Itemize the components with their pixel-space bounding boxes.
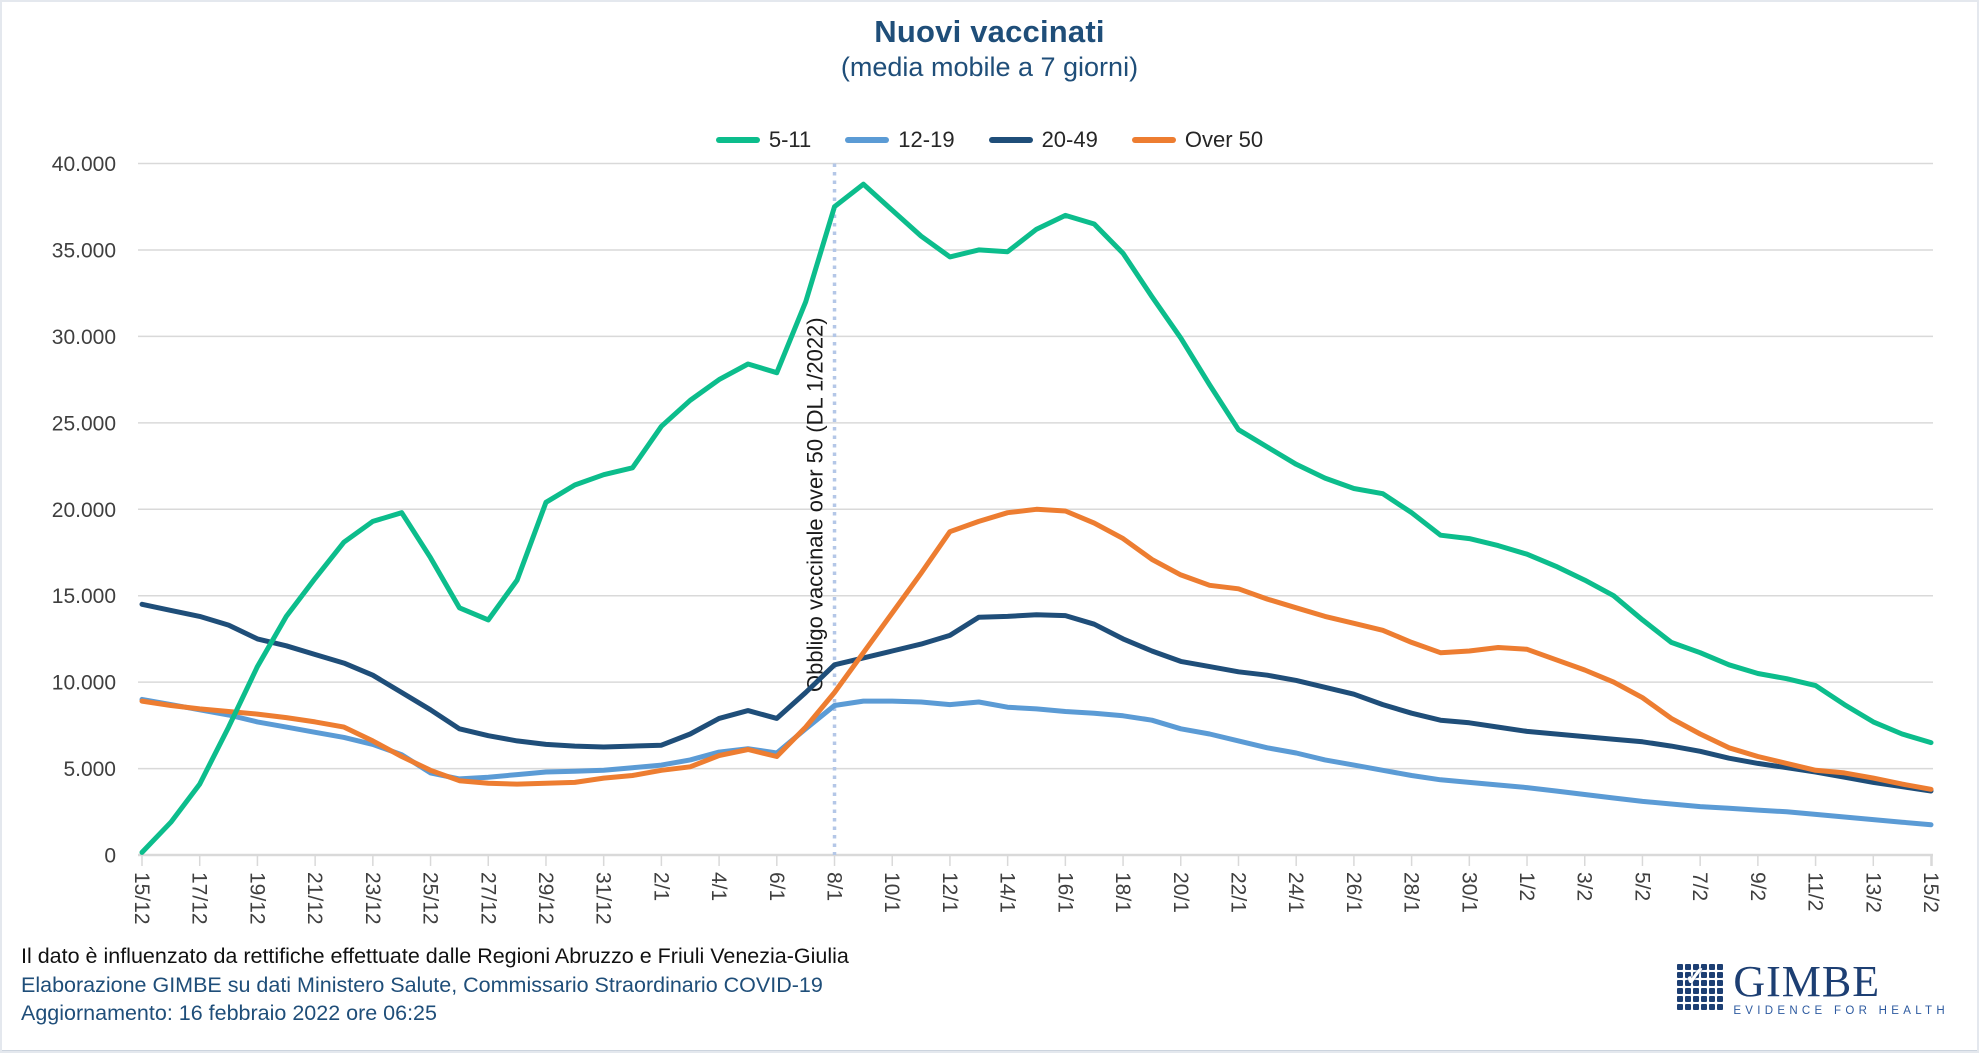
y-tick-label: 30.000: [52, 326, 116, 349]
logo-grid-icon: [1677, 964, 1724, 1010]
x-tick-label: 17/12: [188, 872, 211, 925]
x-tick-label: 12/1: [938, 872, 961, 913]
x-tick-label: 3/2: [1573, 872, 1596, 901]
legend-item: 20-49: [988, 127, 1098, 153]
legend-label: 12-19: [898, 127, 955, 152]
x-tick-label: 30/1: [1457, 872, 1480, 913]
footer-updated: Aggiornamento: 16 febbraio 2022 ore 06:2…: [21, 1001, 437, 1025]
x-tick-label: 23/12: [361, 872, 384, 925]
gimbe-logo: ✓ GIMBE EVIDENCE FOR HEALTH: [1677, 957, 1949, 1017]
chart-title: Nuovi vaccinati: [874, 14, 1105, 49]
y-tick-label: 40.000: [52, 153, 116, 176]
x-tick-label: 8/1: [823, 872, 846, 901]
x-tick-label: 2/1: [649, 872, 672, 901]
x-tick-label: 9/2: [1746, 872, 1769, 901]
x-tick-label: 1/2: [1515, 872, 1538, 901]
x-tick-label: 15/2: [1919, 872, 1942, 913]
legend-item: Over 50: [1131, 127, 1264, 153]
y-tick-label: 20.000: [52, 499, 116, 522]
series-line-20-49: [139, 601, 1934, 794]
legend-item: 5-11: [715, 127, 812, 153]
x-tick-label: 4/1: [707, 872, 730, 901]
y-tick-label: 5.000: [63, 758, 116, 781]
logo-name: GIMBE: [1733, 957, 1881, 1006]
x-tick-label: 28/1: [1400, 872, 1423, 913]
x-tick-label: 19/12: [245, 872, 268, 925]
footer-note: Il dato è influenzato da rettifiche effe…: [21, 944, 849, 968]
legend-label: 20-49: [1041, 127, 1098, 152]
chart-legend: 5-11 12-19 20-49 Over 50: [0, 127, 1979, 153]
y-tick-label: 0: [104, 845, 116, 868]
x-tick-label: 31/12: [592, 872, 615, 925]
legend-label: 5-11: [768, 127, 812, 152]
legend-swatch: [845, 137, 890, 143]
series-line-over-50: [139, 506, 1934, 792]
legend-swatch: [988, 137, 1033, 143]
x-tick-label: 14/1: [996, 872, 1019, 913]
x-tick-label: 6/1: [765, 872, 788, 901]
x-tick-label: 13/2: [1861, 872, 1884, 913]
x-tick-label: 15/12: [130, 872, 153, 925]
series-line-5-11: [139, 181, 1934, 855]
logo-tagline: EVIDENCE FOR HEALTH: [1733, 1005, 1949, 1017]
y-tick-label: 10.000: [52, 672, 116, 695]
chart-subtitle: (media mobile a 7 giorni): [840, 52, 1139, 82]
y-tick-label: 25.000: [52, 412, 116, 435]
x-tick-label: 10/1: [880, 872, 903, 913]
x-tick-label: 27/12: [476, 872, 499, 925]
footer-source: Elaborazione GIMBE su dati Ministero Sal…: [21, 973, 823, 997]
x-tick-label: 26/1: [1342, 872, 1365, 913]
y-tick-label: 15.000: [52, 585, 116, 608]
legend-item: 12-19: [845, 127, 955, 153]
x-tick-label: 5/2: [1630, 872, 1653, 901]
legend-swatch: [715, 137, 760, 143]
gimbe-logo-mark: ✓: [1677, 961, 1724, 1010]
legend-label: Over 50: [1184, 127, 1264, 152]
check-icon: ✓: [1684, 961, 1707, 991]
x-tick-label: 22/1: [1226, 872, 1249, 913]
x-tick-label: 7/2: [1688, 872, 1711, 901]
legend-swatch: [1131, 137, 1176, 143]
x-tick-label: 25/12: [419, 872, 442, 925]
x-tick-label: 29/12: [534, 872, 557, 925]
x-tick-label: 21/12: [303, 872, 326, 925]
x-tick-label: 20/1: [1169, 872, 1192, 913]
event-annotation: Obbligo vaccinale over 50 (DL 1/2022): [803, 317, 828, 692]
x-tick-label: 24/1: [1284, 872, 1307, 913]
x-tick-label: 18/1: [1111, 872, 1134, 913]
y-tick-label: 35.000: [52, 239, 116, 262]
x-tick-label: 11/2: [1804, 872, 1827, 911]
x-tick-label: 16/1: [1053, 872, 1076, 913]
